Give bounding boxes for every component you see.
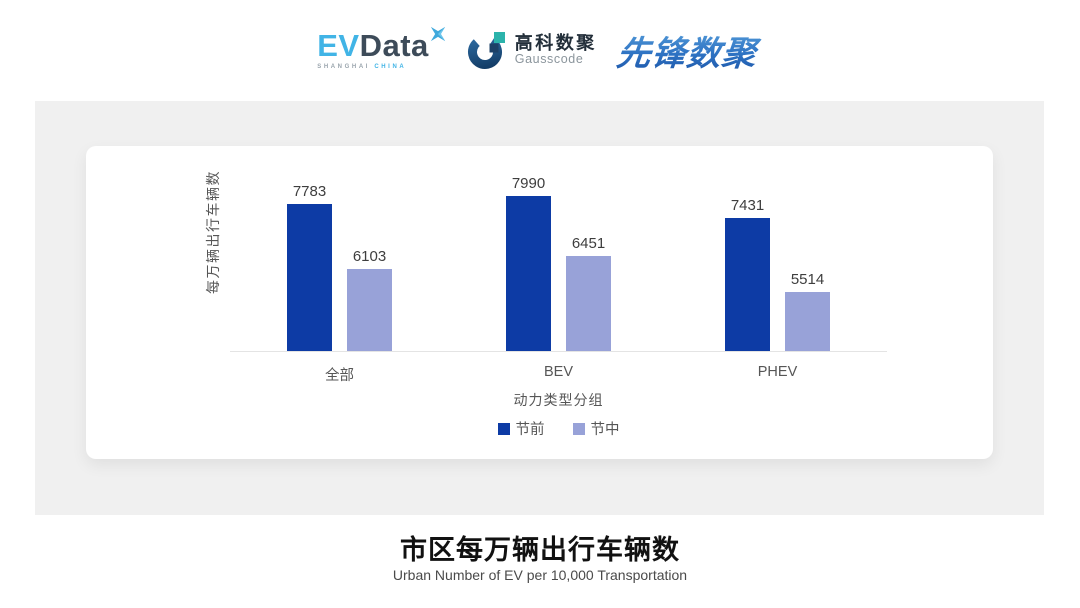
page-title: 市区每万辆出行车辆数 — [400, 535, 680, 565]
legend-swatch-icon-0 — [497, 422, 510, 435]
bar-value-label-c1-s1: 6451 — [571, 235, 606, 252]
gausscode-g-icon — [467, 32, 505, 69]
evdata-ev-text: EV — [317, 28, 360, 63]
bar-c2-s0 — [725, 218, 770, 351]
evdata-sub-china: CHINA — [374, 64, 407, 70]
category-label-1: BEV — [543, 364, 573, 380]
spark-x-icon — [430, 26, 445, 42]
x-axis-label: 动力类型分组 — [513, 392, 604, 408]
bar-c0-s0 — [287, 204, 332, 351]
bar-value-label-c2-s0: 7431 — [730, 197, 765, 214]
bar-c0-s1 — [347, 269, 392, 351]
bar-col-c2-s1: 5514 — [785, 272, 830, 351]
evdata-data-text: Data — [359, 28, 429, 63]
bar-value-label-c1-s0: 7990 — [511, 175, 546, 192]
legend-item-1[interactable]: 节中 — [572, 418, 620, 439]
bar-col-c1-s1: 6451 — [566, 236, 611, 351]
bar-value-label-c0-s1: 6103 — [352, 248, 387, 265]
chart-legend: 节前 节中 — [230, 418, 887, 439]
bar-col-c0-s0: 7783 — [287, 184, 332, 351]
evdata-sub-shanghai: SHANGHAI — [317, 64, 371, 70]
evdata-wordmark: EVData — [317, 30, 429, 61]
bar-col-c0-s1: 6103 — [347, 249, 392, 351]
page-subtitle: Urban Number of EV per 10,000 Transporta… — [392, 567, 688, 583]
legend-label-0: 节前 — [515, 422, 545, 438]
evdata-subtext: SHANGHAI CHINA — [317, 64, 429, 70]
category-label-0: 全部 — [325, 368, 354, 384]
gausscode-cn-text: 高科数聚 — [514, 32, 597, 53]
bar-c2-s1 — [785, 292, 830, 351]
bar-col-c1-s0: 7990 — [506, 176, 551, 351]
bar-c1-s0 — [506, 196, 551, 351]
legend-swatch-icon-1 — [572, 422, 585, 435]
bar-group-1: 7990 6451 — [449, 176, 668, 351]
y-axis-label: 每万辆出行车辆数 — [205, 170, 221, 294]
x-axis-line — [230, 351, 887, 352]
gausscode-text: 高科数聚 Gausscode — [515, 33, 597, 67]
pioneer-logo: 先锋数聚 — [614, 26, 765, 75]
bar-value-label-c0-s0: 7783 — [292, 183, 327, 200]
bar-value-label-c2-s1: 5514 — [790, 271, 825, 288]
bar-group-0: 7783 6103 — [230, 184, 449, 351]
legend-label-1: 节中 — [590, 422, 620, 438]
category-label-2: PHEV — [757, 364, 798, 380]
bar-col-c2-s0: 7431 — [725, 198, 770, 351]
bar-c1-s1 — [566, 256, 611, 351]
evdata-logo: EVData SHANGHAI CHINA — [317, 26, 447, 70]
legend-item-0[interactable]: 节前 — [497, 418, 545, 439]
plot-area: 7783 6103 全部 7990 6451 BEV 7431 5514 PHEV — [230, 146, 887, 384]
gausscode-en-text: Gausscode — [514, 52, 584, 67]
header-logos: EVData SHANGHAI CHINA — [0, 18, 1080, 82]
bar-group-2: 7431 5514 — [668, 198, 887, 351]
chart-card: 每万辆出行车辆数 7783 6103 全部 7990 6451 BEV 7431 5514 PH… — [86, 146, 993, 459]
gausscode-logo: 高科数聚 Gausscode — [467, 30, 597, 70]
